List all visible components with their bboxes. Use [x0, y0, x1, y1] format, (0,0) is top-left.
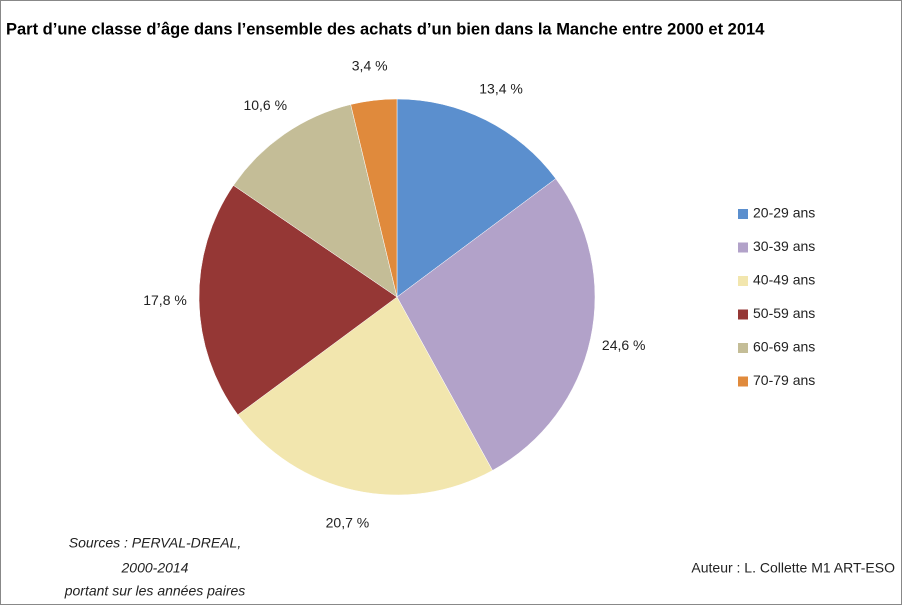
legend-label: 20-29 ans [753, 205, 815, 221]
legend-label: 70-79 ans [753, 372, 815, 388]
legend-label: 50-59 ans [753, 305, 815, 321]
legend-label: 30-39 ans [753, 238, 815, 254]
data-label: 17,8 % [143, 292, 187, 308]
pie-slice [233, 104, 398, 298]
legend-label: 40-49 ans [753, 272, 815, 288]
pie-slice [396, 178, 596, 471]
pie-slice [350, 98, 398, 298]
pie-slice [237, 296, 493, 496]
author-note: Auteur : L. Collette M1 ART-ESO [691, 560, 895, 576]
data-label: 24,6 % [602, 337, 646, 353]
legend-swatch [738, 376, 748, 387]
data-label: 10,6 % [243, 97, 287, 113]
legend-label: 60-69 ans [753, 339, 815, 355]
pie-slice [198, 185, 398, 416]
legend-swatch [738, 242, 748, 253]
pie-slice [396, 98, 557, 298]
legend-swatch [738, 276, 748, 286]
data-label: 13,4 % [479, 80, 523, 96]
data-label: 20,7 % [326, 514, 370, 530]
legend-swatch [738, 343, 748, 353]
chart-title: Part d’une classe d’âge dans l’ensemble … [6, 20, 765, 38]
source-note: portant sur les années paires [64, 583, 246, 599]
source-note: 2000-2014 [121, 560, 189, 576]
legend-swatch [738, 209, 748, 219]
source-note: Sources : PERVAL-DREAL, [69, 535, 241, 551]
data-label: 3,4 % [352, 57, 388, 73]
legend-swatch [738, 309, 748, 320]
